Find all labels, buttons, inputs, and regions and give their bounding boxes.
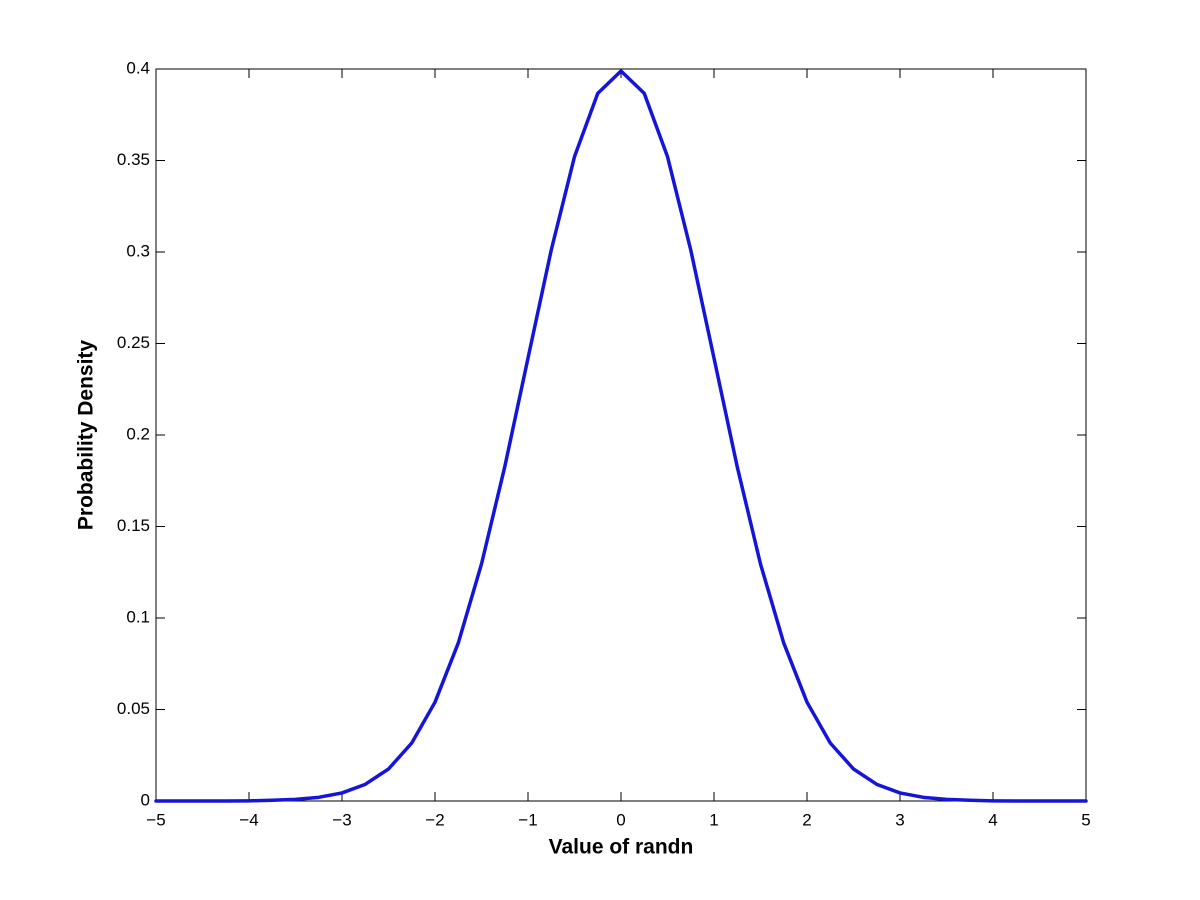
x-tick-label: 1 — [709, 810, 718, 829]
x-tick-label: 5 — [1081, 810, 1090, 829]
y-tick-label: 0.05 — [117, 699, 150, 718]
x-tick-label: 0 — [616, 810, 625, 829]
y-tick-label: 0.4 — [126, 58, 150, 77]
y-tick-label: 0.35 — [117, 150, 150, 169]
x-tick-label: 3 — [895, 810, 904, 829]
curve — [154, 69, 1088, 803]
y-tick-label: 0.25 — [117, 333, 150, 352]
y-axis-label: Probability Density — [75, 340, 98, 531]
y-tick-label: 0.1 — [126, 607, 150, 626]
y-tick-label: 0 — [141, 790, 150, 809]
y-tick-label: 0.2 — [126, 424, 150, 443]
y-tick-label: 0.3 — [126, 241, 150, 260]
plot-frame — [155, 68, 1087, 802]
x-tick-label: −5 — [146, 810, 165, 829]
x-tick-label: 4 — [988, 810, 997, 829]
x-tick-label: 2 — [802, 810, 811, 829]
x-tick-label: −1 — [518, 810, 537, 829]
y-tick-label: 0.15 — [117, 516, 150, 535]
x-tick-label: −4 — [239, 810, 258, 829]
x-axis-label: Value of randn — [549, 836, 694, 859]
x-tick-label: −3 — [332, 810, 351, 829]
x-tick-label: −2 — [425, 810, 444, 829]
